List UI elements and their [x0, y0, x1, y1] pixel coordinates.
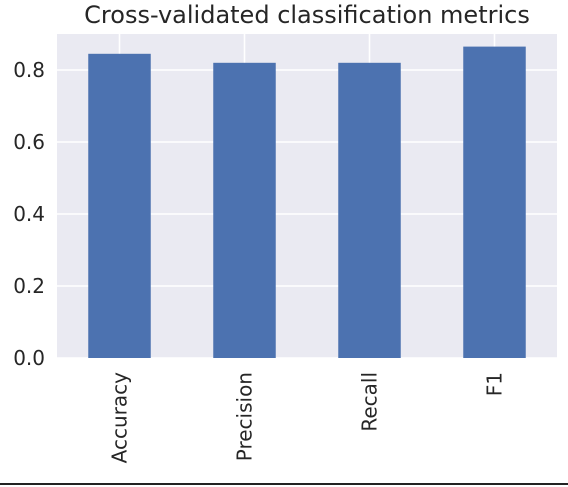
- x-tick-label-precision: Precision: [233, 372, 257, 461]
- y-tick-label: 0.0: [13, 346, 45, 370]
- y-tick-label: 0.8: [13, 58, 45, 82]
- x-tick-label-accuracy: Accuracy: [108, 372, 132, 463]
- bottom-border: [0, 483, 568, 485]
- x-axis-ticks: Accuracy Precision Recall F1: [108, 372, 507, 463]
- y-tick-label: 0.2: [13, 274, 45, 298]
- bars: [88, 46, 526, 359]
- bar-accuracy: [88, 53, 151, 359]
- y-tick-label: 0.6: [13, 130, 45, 154]
- chart-title: Cross-validated classification metrics: [84, 1, 530, 29]
- y-axis-ticks: 0.0 0.2 0.4 0.6 0.8: [13, 58, 45, 370]
- x-tick-label-recall: Recall: [358, 372, 382, 432]
- y-tick-label: 0.4: [13, 202, 45, 226]
- x-tick-label-f1: F1: [483, 372, 507, 396]
- bar-f1: [463, 46, 526, 358]
- bar-recall: [338, 62, 401, 359]
- bar-precision: [213, 62, 276, 359]
